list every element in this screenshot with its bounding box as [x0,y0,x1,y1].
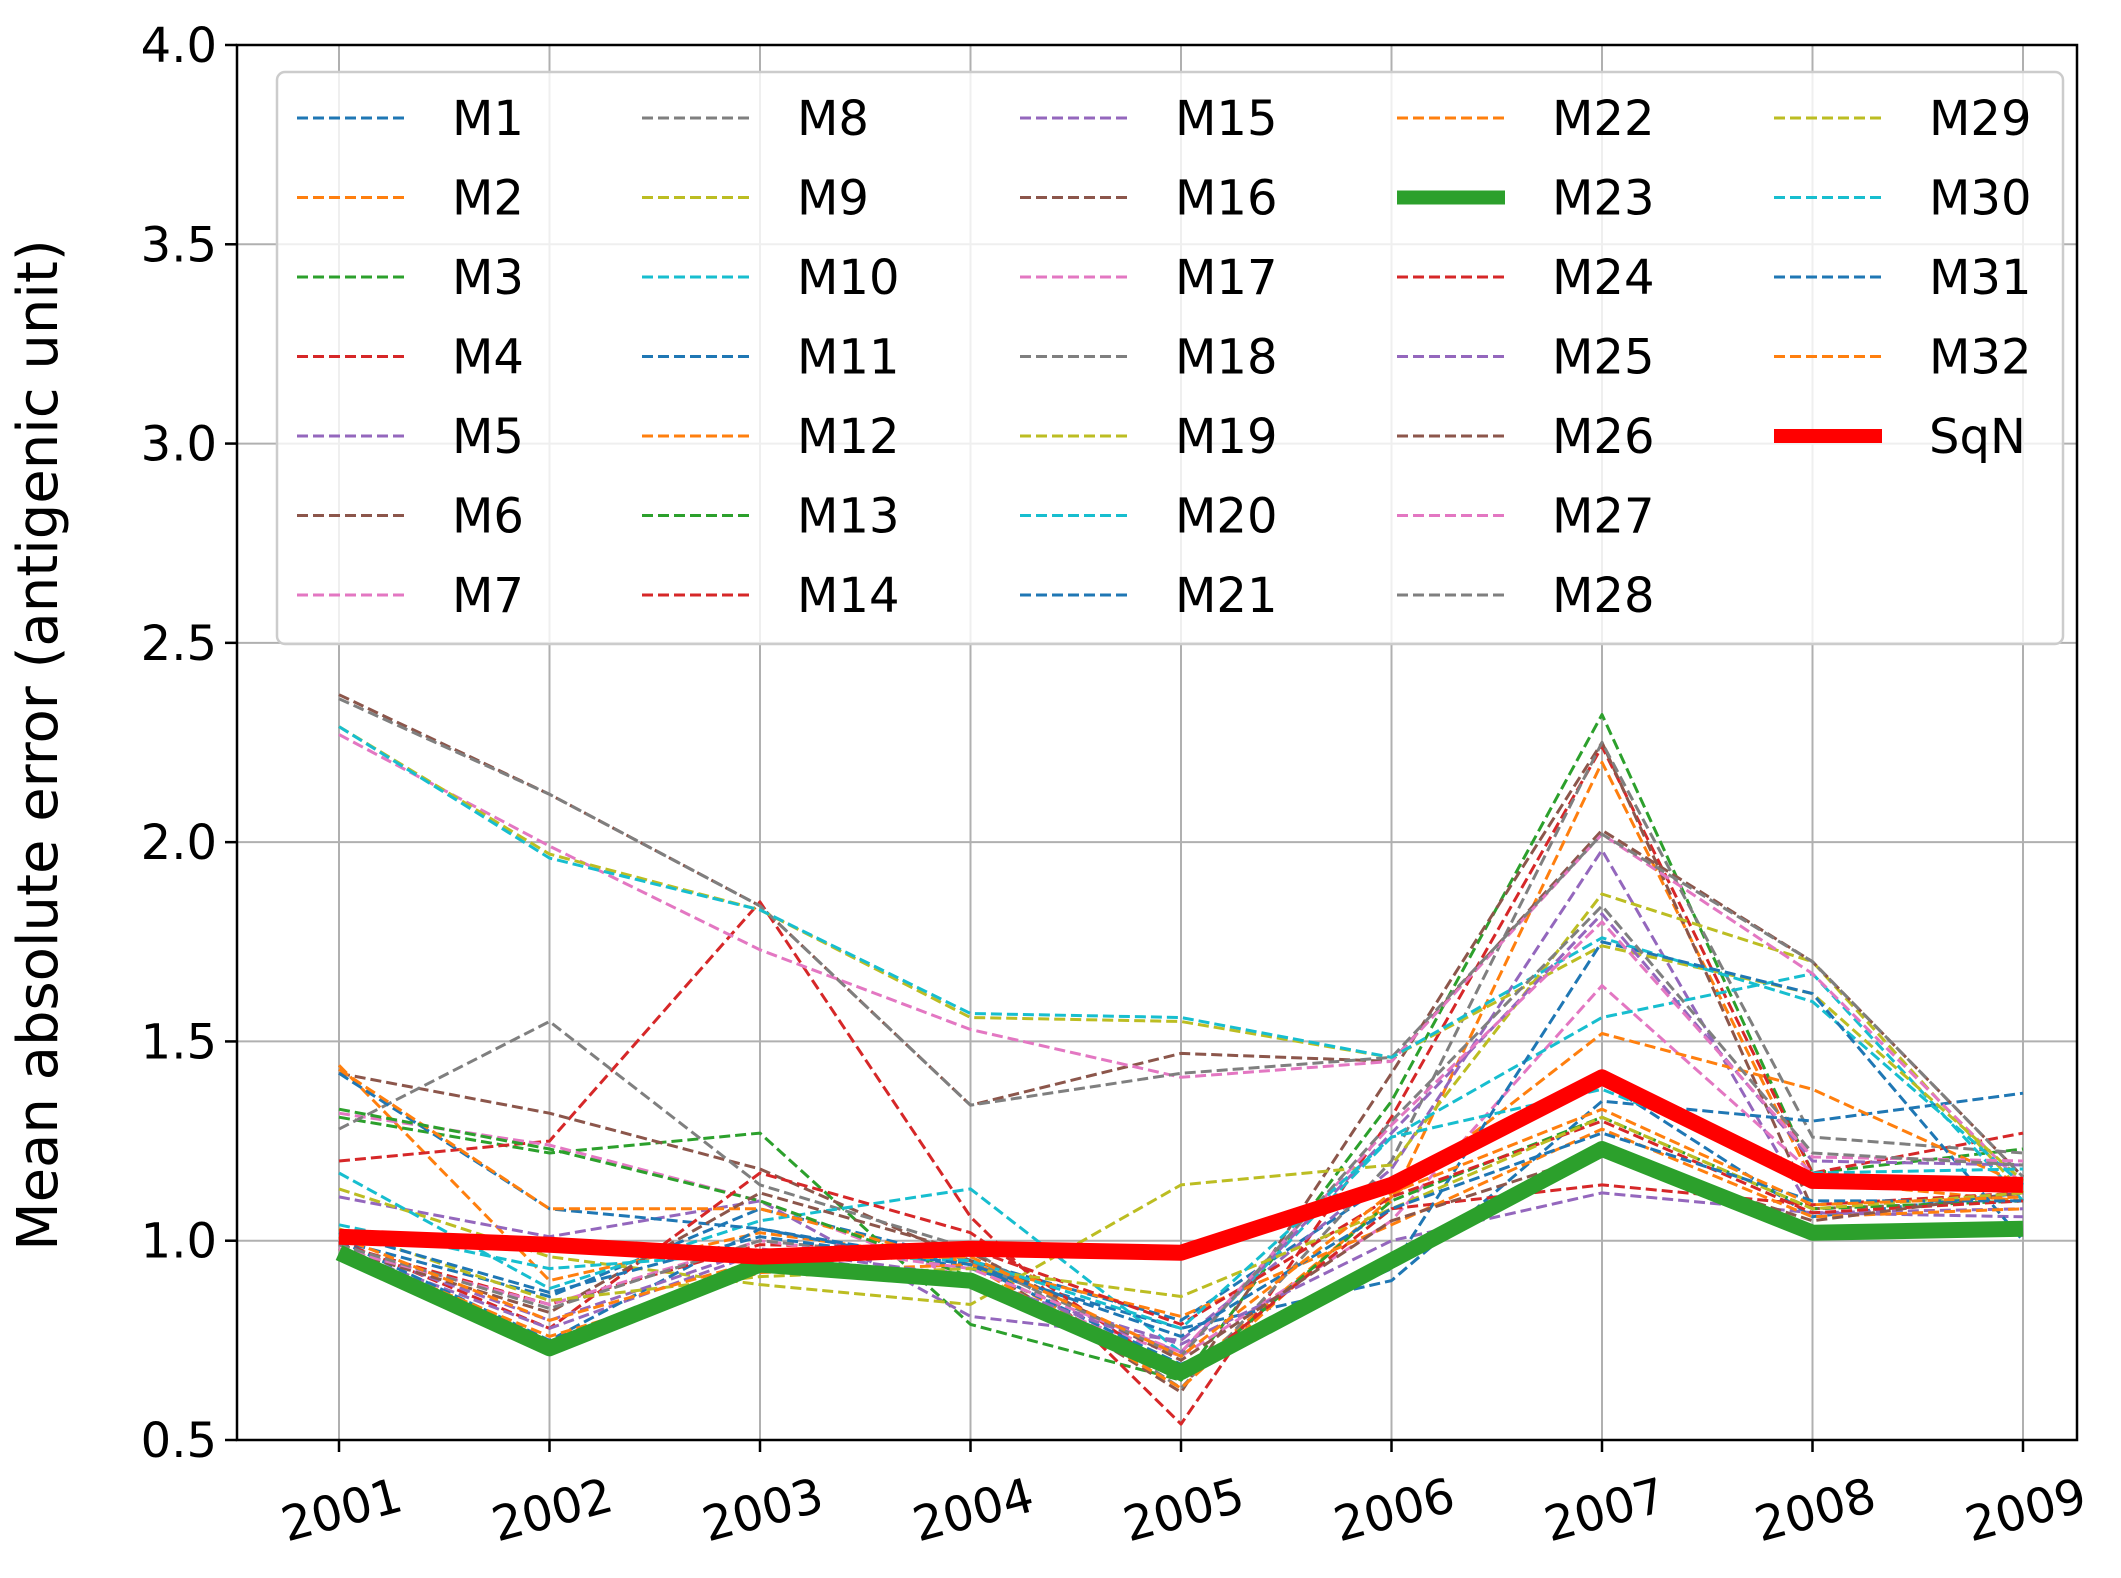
legend-label-m11: M11 [797,330,900,386]
x-tick-label: 2006 [1328,1467,1460,1553]
x-tick-label: 2008 [1749,1467,1881,1553]
legend: M1 M2 M3 M4 M5 M6 M7 M8 M9 M10 M11 M12 M13 M14 M15 M16 M… [275,70,2065,646]
series-line-m27 [338,920,2024,1354]
x-axis: 2001 2002 2003 2004 2005 2006 2007 2008 2009 [276,1440,2092,1553]
y-tick-label: 2.5 [141,616,217,672]
legend-label-m18: M18 [1175,330,1278,386]
series-line-m5 [338,848,2024,1342]
series-line-m29 [338,1115,2024,1302]
x-tick-label: 2009 [1960,1467,2092,1553]
y-tick-label: 3.0 [141,417,217,473]
legend-label-m32: M32 [1929,330,2032,386]
y-tick-label: 2.0 [141,815,217,871]
legend-label-m12: M12 [797,409,900,465]
legend-label-m8: M8 [797,91,869,147]
series-line-m22 [338,1127,2024,1338]
x-tick-label: 2005 [1118,1467,1250,1553]
x-tick-label: 2003 [697,1467,829,1553]
legend-label-m25: M25 [1552,330,1655,386]
series-line-m6 [338,741,2024,1394]
legend-label-m5: M5 [452,409,524,465]
legend-label-m22: M22 [1552,91,1655,147]
legend-label-m3: M3 [452,250,524,306]
series-line-m7 [338,984,2024,1358]
legend-label-m2: M2 [452,171,524,227]
legend-label-m21: M21 [1175,568,1278,624]
legend-label-m30: M30 [1929,171,2032,227]
legend-label-m29: M29 [1929,91,2032,147]
legend-label-m31: M31 [1929,250,2032,306]
series-line-m20 [338,725,2024,1187]
x-tick-label: 2001 [276,1467,408,1553]
series-line-m32 [338,1107,2024,1358]
legend-label-m16: M16 [1175,171,1278,227]
legend-label-m27: M27 [1552,489,1655,545]
plot-frame [235,43,2079,1442]
legend-label-m10: M10 [797,250,900,306]
series-line-sqn [338,1069,2024,1265]
legend-label-m4: M4 [452,330,524,386]
legend-label-m15: M15 [1175,91,1278,147]
x-tick-label: 2002 [486,1467,618,1553]
y-tick-label: 1.5 [141,1014,217,1070]
series-line-m3 [338,713,2024,1382]
series-line-m4 [338,745,2024,1426]
y-tick-label: 3.5 [141,217,217,273]
legend-box [275,70,2065,646]
legend-label-m7: M7 [452,568,524,624]
y-axis-label: Mean absolute error (antigenic unit) [6,239,71,1250]
series-line-m11 [338,1072,2024,1330]
y-axis: 0.5 1.0 1.5 2.0 2.5 3.0 3.5 4.0 [141,18,237,1469]
series-lines [335,693,2025,1426]
series-line-m10 [338,972,2025,1354]
legend-label-m23: M23 [1552,171,1655,227]
series-line-m31 [338,1131,2023,1338]
y-tick-label: 4.0 [141,18,217,74]
legend-label-m6: M6 [452,489,524,545]
legend-label-m14: M14 [797,568,900,624]
legend-label-m13: M13 [797,489,900,545]
legend-label-sqn: SqN [1929,409,2026,465]
legend-label-m26: M26 [1552,409,1655,465]
x-tick-label: 2007 [1539,1467,1671,1553]
series-line-m8 [338,741,2024,1390]
legend-label-m24: M24 [1552,250,1655,306]
y-tick-label: 0.5 [141,1413,217,1469]
legend-label-m1: M1 [452,91,524,147]
y-tick-label: 1.0 [141,1214,217,1270]
legend-label-m19: M19 [1175,409,1278,465]
legend-label-m9: M9 [797,171,869,227]
legend-label-m17: M17 [1175,250,1278,306]
series-line-m23 [335,1141,2024,1381]
series-line-m18 [338,697,2025,1178]
legend-label-m28: M28 [1552,568,1655,624]
x-tick-label: 2004 [907,1467,1039,1553]
series-line-m17 [338,733,2025,1186]
legend-label-m20: M20 [1175,489,1278,545]
